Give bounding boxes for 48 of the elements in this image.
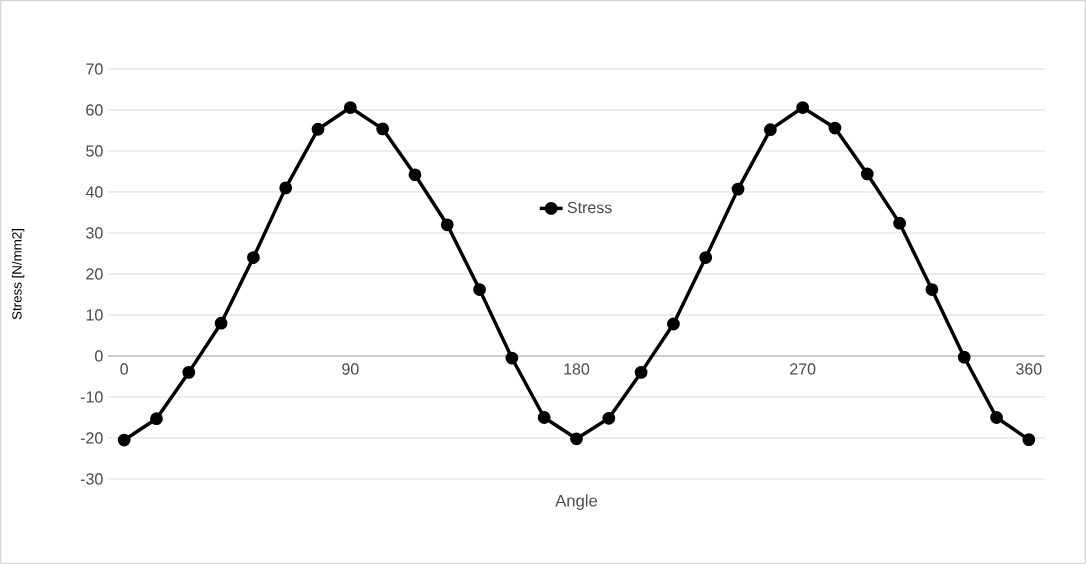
x-tick-label: 360 <box>1016 363 1042 375</box>
point <box>473 283 486 296</box>
point <box>537 411 551 424</box>
point <box>570 432 583 446</box>
y-tick-label: 10 <box>86 309 103 321</box>
y-tick-label: -30 <box>80 473 103 485</box>
x-tick-label: 90 <box>342 363 359 375</box>
point <box>440 218 454 232</box>
y-tick-label: -10 <box>80 391 103 403</box>
x-axis-title: Angle <box>555 494 598 510</box>
y-tick-label: 20 <box>86 268 103 280</box>
point <box>893 216 906 230</box>
point <box>990 411 1003 424</box>
point <box>1022 433 1036 447</box>
point <box>408 168 422 182</box>
point <box>505 351 519 365</box>
y-axis-title: Stress [N/mm2] <box>11 229 25 320</box>
point <box>214 316 228 330</box>
point <box>343 101 357 114</box>
point <box>731 182 745 196</box>
point <box>957 350 971 364</box>
point <box>699 251 713 264</box>
y-tick-label: 60 <box>86 104 103 116</box>
point <box>667 317 680 331</box>
x-tick-label: 180 <box>564 363 590 375</box>
y-tick-label: 50 <box>86 145 103 157</box>
point <box>634 365 648 379</box>
point <box>376 122 390 136</box>
y-tick-label: -20 <box>80 432 103 444</box>
y-tick-label: 30 <box>86 227 103 239</box>
point <box>828 121 842 135</box>
x-tick-label: 270 <box>790 363 816 375</box>
point <box>279 181 293 195</box>
y-tick-label: 70 <box>86 63 103 75</box>
point <box>602 411 616 425</box>
x-tick-label: 0 <box>120 363 128 375</box>
y-tick-label: 0 <box>95 350 103 362</box>
point <box>247 251 260 264</box>
point <box>150 412 163 426</box>
point <box>925 283 939 296</box>
point <box>182 365 196 379</box>
point <box>796 101 810 114</box>
point <box>763 123 777 137</box>
legend-label: Stress <box>567 201 612 214</box>
point <box>117 433 131 447</box>
y-tick-label: 40 <box>85 186 103 198</box>
point <box>860 167 874 181</box>
point <box>311 122 325 136</box>
